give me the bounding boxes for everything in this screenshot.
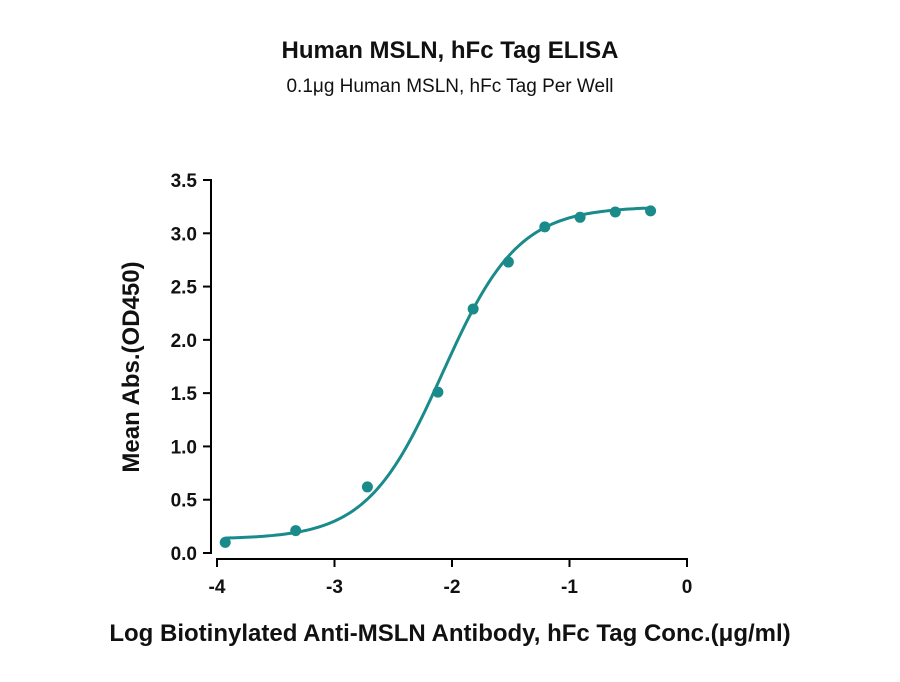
fit-curve (223, 206, 653, 540)
y-tick-label: 3.5 (171, 171, 198, 192)
y-axis: 0.0 0.5 1.0 1.5 2.0 2.5 3.0 3.5 (171, 171, 212, 565)
x-tick-label: -4 (209, 577, 226, 598)
x-tick-label: -1 (561, 577, 578, 598)
y-tick-label: 2.0 (171, 331, 197, 352)
y-axis-label: Mean Abs.(OD450) (118, 261, 145, 472)
data-point (361, 481, 373, 493)
data-point (290, 525, 302, 537)
data-point (219, 536, 231, 548)
y-tick-label: 1.5 (171, 384, 198, 405)
data-point (609, 206, 621, 218)
x-tick-label: -3 (326, 577, 343, 598)
y-tick-label: 3.0 (171, 224, 197, 245)
data-point (467, 303, 479, 315)
fit-curve-group (223, 206, 653, 540)
x-tick-label: 0 (682, 577, 693, 598)
chart-title: Human MSLN, hFc Tag ELISA (282, 37, 619, 64)
x-tick-label: -2 (444, 577, 461, 598)
data-point (432, 386, 444, 398)
y-tick-label: 1.0 (171, 437, 197, 458)
y-tick-label: 2.5 (171, 278, 198, 299)
data-point (539, 221, 551, 233)
x-axis-label: Log Biotinylated Anti-MSLN Antibody, hFc… (109, 620, 790, 647)
data-points (219, 205, 657, 548)
x-axis: -4 -3 -2 -1 0 (209, 558, 693, 598)
data-point (645, 205, 657, 217)
y-tick-label: 0.5 (171, 491, 198, 512)
chart-subtitle: 0.1μg Human MSLN, hFc Tag Per Well (286, 76, 613, 97)
data-point (574, 211, 586, 223)
data-point (502, 256, 514, 268)
y-tick-label: 0.0 (171, 544, 197, 565)
